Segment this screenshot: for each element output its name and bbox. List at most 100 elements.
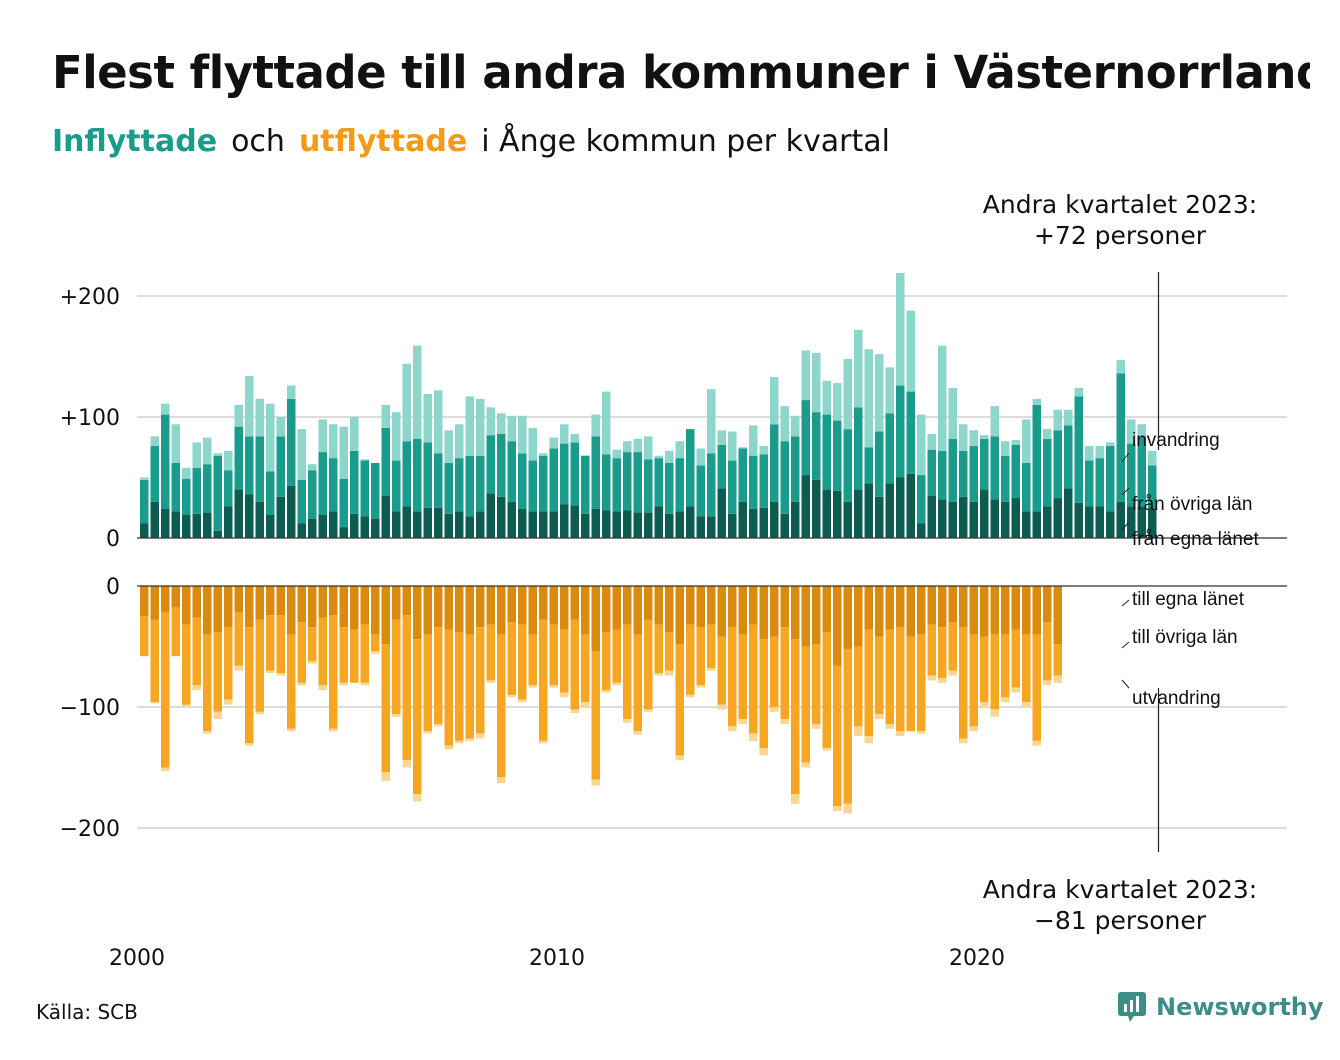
outflow-bar-other-county: [486, 624, 495, 681]
inflow-bar-own-county: [1106, 511, 1115, 538]
outflow-bar-emigration: [707, 668, 716, 671]
inflow-bar-own-county: [1085, 506, 1094, 538]
outflow-y-tick-label: −100: [60, 696, 120, 721]
inflow-bar-own-county: [360, 516, 369, 538]
outflow-bar-other-county: [329, 615, 338, 729]
outflow-bar-other-county: [990, 634, 999, 710]
inflow-bar-own-county: [612, 511, 621, 538]
inflow-bar-own-county: [833, 490, 842, 538]
inflow-bar-immigration: [633, 438, 642, 453]
inflow-bar-immigration: [213, 453, 222, 456]
outflow-bar-other-county: [854, 646, 863, 727]
inflow-bar-own-county: [444, 513, 453, 538]
inflow-bar-immigration: [602, 391, 611, 455]
outflow-bar-other-county: [1053, 644, 1062, 676]
inflow-bar-immigration: [161, 403, 170, 415]
outflow-bar-own-county: [906, 586, 915, 637]
outflow-bar-own-county: [276, 586, 285, 616]
outflow-bar-own-county: [203, 586, 212, 635]
outflow-bar-other-county: [234, 612, 243, 666]
outflow-bar-own-county: [1001, 586, 1010, 635]
outflow-bar-emigration: [749, 733, 758, 741]
outflow-bar-emigration: [161, 767, 170, 772]
outflow-bar-other-county: [213, 631, 222, 712]
outflow-bar-other-county: [455, 631, 464, 741]
outflow-bar-own-county: [633, 586, 642, 635]
inflow-bar-own-county: [350, 513, 359, 538]
outflow-bar-emigration: [654, 673, 663, 676]
outflow-bar-other-county: [476, 627, 485, 734]
outflow-series-label: utvandring: [1132, 688, 1221, 709]
outflow-bar-other-county: [770, 636, 779, 707]
outflow-bar-emigration: [633, 731, 642, 735]
inflow-bar-other-county: [728, 460, 737, 514]
source-note: Källa: SCB: [36, 1000, 138, 1024]
inflow-series-leader: [1121, 521, 1130, 531]
outflow-bar-other-county: [675, 644, 684, 756]
outflow-bar-own-county: [738, 586, 747, 635]
inflow-bar-other-county: [749, 455, 758, 509]
subtitle-rest: i Ånge kommun per kvartal: [481, 124, 890, 159]
inflow-bar-immigration: [675, 441, 684, 459]
outflow-bar-own-county: [864, 586, 873, 630]
outflow-bar-emigration: [318, 685, 327, 691]
inflow-bar-own-county: [917, 523, 926, 538]
outflow-series-label: till övriga län: [1132, 627, 1238, 648]
outflow-bar-other-county: [612, 629, 621, 683]
outflow-series-leader: [1121, 679, 1130, 689]
inflow-bar-own-county: [161, 508, 170, 538]
inflow-bar-immigration: [465, 396, 474, 456]
inflow-bar-other-county: [287, 398, 296, 486]
inflow-bar-other-county: [560, 443, 569, 505]
outflow-bar-own-county: [948, 586, 957, 623]
inflow-bar-own-county: [402, 506, 411, 538]
inflow-bar-immigration: [203, 437, 212, 465]
inflow-bar-immigration: [350, 417, 359, 451]
inflow-bar-other-county: [308, 470, 317, 519]
outflow-bar-emigration: [381, 772, 390, 781]
inflow-bar-other-county: [539, 455, 548, 512]
inflow-bar-immigration: [822, 380, 831, 415]
outflow-bar-own-county: [381, 586, 390, 645]
inflow-bar-immigration: [1148, 450, 1157, 466]
outflow-bar-other-county: [581, 634, 590, 703]
inflow-bar-other-county: [1032, 404, 1041, 512]
outflow-bar-other-county: [203, 634, 212, 732]
outflow-bar-own-county: [770, 586, 779, 637]
outflow-bar-own-county: [549, 586, 558, 625]
inflow-bar-immigration: [770, 377, 779, 425]
inflow-bar-own-county: [644, 512, 653, 538]
outflow-bar-other-county: [885, 629, 894, 724]
outflow-bar-own-county: [623, 586, 632, 625]
inflow-bar-other-county: [1116, 373, 1125, 502]
outflow-bar-own-county: [969, 586, 978, 635]
inflow-bar-own-county: [255, 501, 264, 538]
inflow-bar-immigration: [423, 394, 432, 443]
inflow-bar-own-county: [371, 518, 380, 538]
inflow-bar-own-county: [213, 530, 222, 538]
outflow-bar-emigration: [234, 665, 243, 671]
outflow-bar-other-county: [297, 622, 306, 683]
inflow-bar-other-county: [1106, 446, 1115, 512]
inflow-bar-immigration: [959, 424, 968, 451]
inflow-y-tick-label: +100: [60, 406, 120, 431]
outflow-bar-other-county: [518, 624, 527, 700]
outflow-bar-own-county: [287, 586, 296, 635]
inflow-bar-other-county: [476, 455, 485, 512]
outflow-bar-own-county: [696, 586, 705, 628]
outflow-bar-other-county: [959, 627, 968, 739]
inflow-bar-immigration: [738, 447, 747, 449]
outflow-bar-own-county: [833, 586, 842, 666]
outflow-bar-emigration: [224, 699, 233, 705]
inflow-bar-own-county: [896, 477, 905, 538]
inflow-bar-own-county: [864, 483, 873, 538]
inflow-bar-immigration: [255, 398, 264, 437]
outflow-bar-other-county: [371, 634, 380, 652]
outflow-bar-emigration: [276, 673, 285, 676]
inflow-bar-other-county: [434, 453, 443, 508]
newsworthy-logo-icon: [1118, 992, 1146, 1022]
inflow-bar-immigration: [665, 450, 674, 463]
inflow-bar-immigration: [791, 415, 800, 437]
outflow-bar-emigration: [791, 794, 800, 804]
inflow-bar-own-county: [875, 496, 884, 538]
